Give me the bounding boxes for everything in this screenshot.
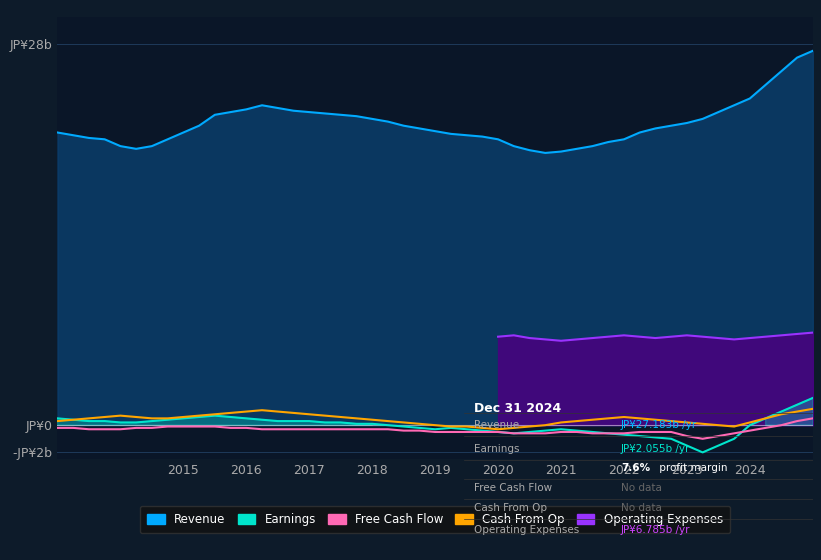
Text: No data: No data — [621, 483, 662, 493]
Text: No data: No data — [621, 503, 662, 514]
Legend: Revenue, Earnings, Free Cash Flow, Cash From Op, Operating Expenses: Revenue, Earnings, Free Cash Flow, Cash … — [140, 506, 730, 533]
Text: Revenue: Revenue — [475, 420, 520, 430]
Text: Free Cash Flow: Free Cash Flow — [475, 483, 553, 493]
Text: Earnings: Earnings — [475, 444, 520, 454]
Text: Cash From Op: Cash From Op — [475, 503, 548, 514]
Text: JP¥6.785b /yr: JP¥6.785b /yr — [621, 525, 690, 535]
Text: Operating Expenses: Operating Expenses — [475, 525, 580, 535]
Text: JP¥27.183b /yr: JP¥27.183b /yr — [621, 420, 697, 430]
Text: Dec 31 2024: Dec 31 2024 — [475, 402, 562, 415]
Text: 7.6%: 7.6% — [621, 463, 650, 473]
Text: profit margin: profit margin — [656, 463, 727, 473]
Text: JP¥2.055b /yr: JP¥2.055b /yr — [621, 444, 690, 454]
